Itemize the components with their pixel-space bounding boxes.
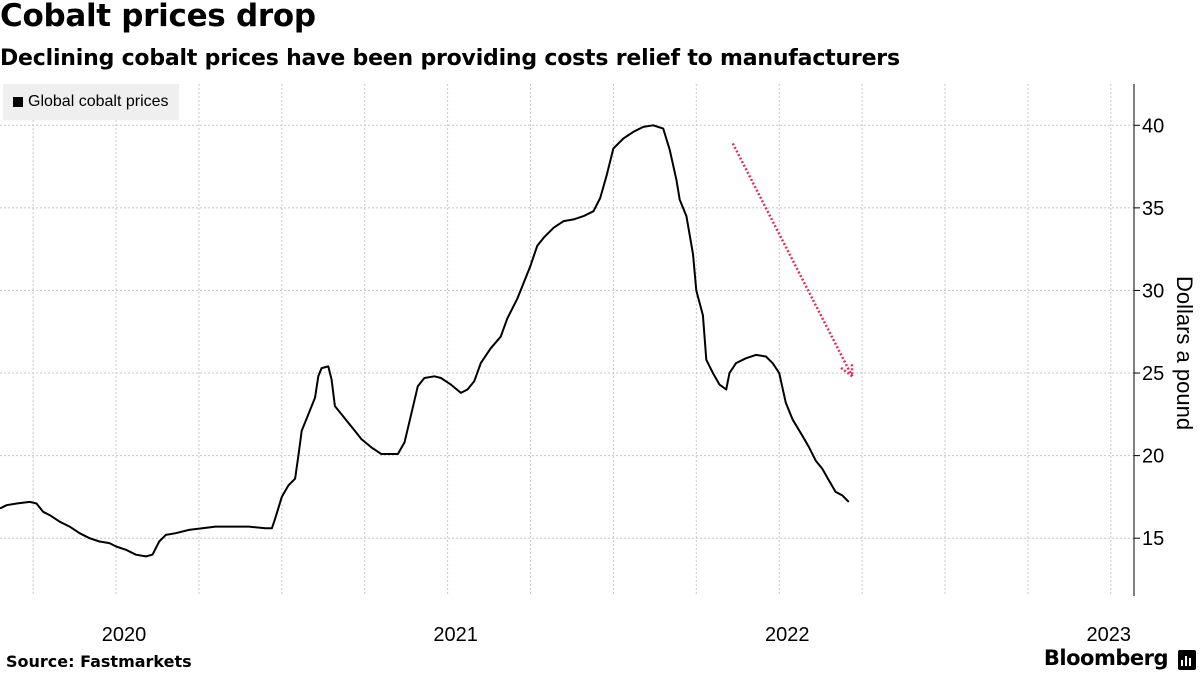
x-tick-label: 2022: [765, 624, 810, 646]
series-layer: [0, 124, 850, 558]
bloomberg-icon: [1178, 650, 1196, 670]
source-note: Source: Fastmarkets: [6, 652, 192, 671]
grid-lines: [0, 84, 1134, 596]
y-tick-label: 20: [1142, 446, 1164, 468]
y-tick-label: 35: [1142, 198, 1164, 220]
chart-subtitle: Declining cobalt prices have been provid…: [0, 46, 900, 71]
trend-arrow-shaft: [731, 142, 854, 377]
y-tick-label: 25: [1142, 363, 1164, 385]
y-axis-label: Dollars a pound: [1172, 276, 1197, 430]
trend-arrow-head: [840, 362, 854, 379]
annotation-layer: [731, 142, 854, 379]
chart-title: Cobalt prices drop: [0, 0, 316, 34]
y-tick-label: 15: [1142, 528, 1164, 550]
brand-logo: Bloomberg: [1043, 646, 1169, 670]
legend-label: Global cobalt prices: [28, 93, 169, 110]
y-tick-label: 30: [1142, 280, 1164, 302]
x-tick-label: 2023: [1087, 624, 1132, 646]
legend-swatch: [13, 97, 23, 107]
y-tick-label: 40: [1142, 115, 1164, 137]
x-tick-label: 2021: [433, 624, 478, 646]
legend: Global cobalt prices: [3, 84, 179, 120]
y-axis: 15 20 25 30 35 40 2020 2021 2022 2023: [102, 84, 1164, 646]
x-tick-label: 2020: [102, 624, 147, 646]
series-line: [0, 124, 850, 558]
